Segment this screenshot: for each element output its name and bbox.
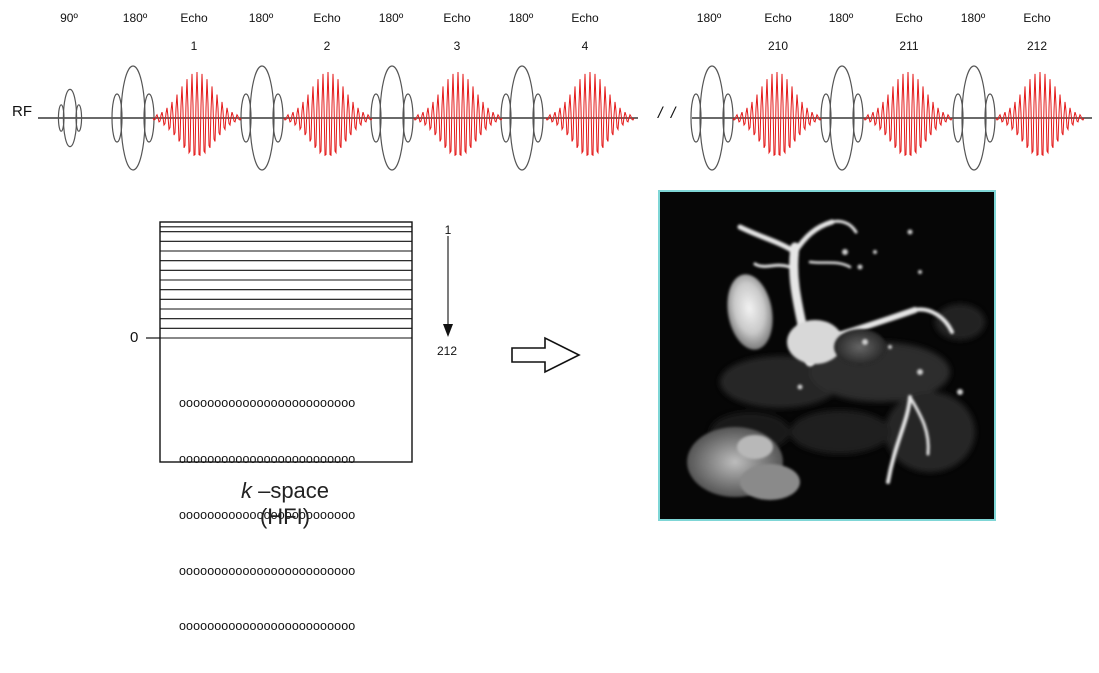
- rf-pulse-180-1: [111, 65, 155, 171]
- echo-number-2: 2: [323, 39, 331, 53]
- pulse-label-180-210: 180º: [696, 11, 722, 25]
- kspace-caption-space: –space: [251, 478, 330, 503]
- echo-label-4: Echo: [571, 11, 599, 25]
- pulse-label-90: 90º: [60, 11, 78, 25]
- echo-number-212: 212: [1026, 39, 1048, 53]
- zero-row: ooooooooooooooooooooooooo: [179, 451, 356, 466]
- echo-signal-1: [152, 71, 242, 157]
- pulse-label-180-212: 180º: [960, 11, 986, 25]
- pulse-label-180-4: 180º: [508, 11, 534, 25]
- kspace-box: [159, 221, 413, 463]
- pulse-label-180-211: 180º: [828, 11, 854, 25]
- kspace-caption-line1: k –space: [200, 478, 370, 504]
- echo-signal-4: [545, 71, 635, 157]
- echo-signal-2: [283, 71, 373, 157]
- hfi-diagram: RF / / 90º 180º Echo 1 180º Echo 2 180º …: [12, 11, 1092, 633]
- kspace-caption: k –space (HFI): [200, 478, 370, 531]
- echo-number-211: 211: [899, 39, 919, 53]
- echo-signal-211: [863, 71, 953, 157]
- pulse-label-180-1: 180º: [122, 11, 148, 25]
- echo-signal-3: [413, 71, 503, 157]
- echo-label-212: Echo: [1023, 11, 1051, 25]
- reconstruction-arrow: [511, 336, 581, 374]
- kspace-zero-label: 0: [130, 329, 139, 346]
- zero-row: ooooooooooooooooooooooooo: [179, 563, 356, 578]
- echo-number-4: 4: [581, 39, 589, 53]
- pulse-label-180-2: 180º: [248, 11, 274, 25]
- echo-number-210: 210: [767, 39, 789, 53]
- zero-row: ooooooooooooooooooooooooo: [179, 507, 356, 522]
- echo-label-1: Echo: [180, 11, 208, 25]
- echo-number-1: 1: [190, 39, 198, 53]
- rf-pulse-180-4: [500, 65, 544, 171]
- echo-label-211: Echo: [895, 11, 923, 25]
- order-arrow-head: [443, 324, 453, 337]
- order-end-label: 212: [436, 344, 458, 358]
- pulse-label-180-3: 180º: [378, 11, 404, 25]
- rf-pulse-180-2: [240, 65, 284, 171]
- zero-row: ooooooooooooooooooooooooo: [179, 619, 356, 634]
- sequence-break-mark: / /: [658, 105, 678, 122]
- rf-pulse-90: [57, 88, 83, 148]
- mrcp-result-image: [658, 190, 996, 521]
- mrcp-image-drawing: [660, 192, 994, 519]
- echo-label-210: Echo: [764, 11, 792, 25]
- echo-signal-210: [732, 71, 822, 157]
- kspace-caption-k: k: [240, 478, 252, 503]
- rf-pulse-180-212: [952, 65, 996, 171]
- echo-number-3: 3: [453, 39, 461, 53]
- rf-pulse-sequence: [38, 65, 1092, 171]
- echo-label-3: Echo: [443, 11, 471, 25]
- rf-axis-label: RF: [12, 103, 32, 120]
- rf-pulse-180-3: [370, 65, 414, 171]
- kspace-grid: [146, 221, 453, 463]
- echo-label-2: Echo: [313, 11, 341, 25]
- order-start-label: 1: [444, 223, 452, 237]
- kspace-caption-line2: (HFI): [259, 504, 311, 530]
- echo-signal-212: [995, 71, 1085, 157]
- zero-row: ooooooooooooooooooooooooo: [179, 396, 356, 411]
